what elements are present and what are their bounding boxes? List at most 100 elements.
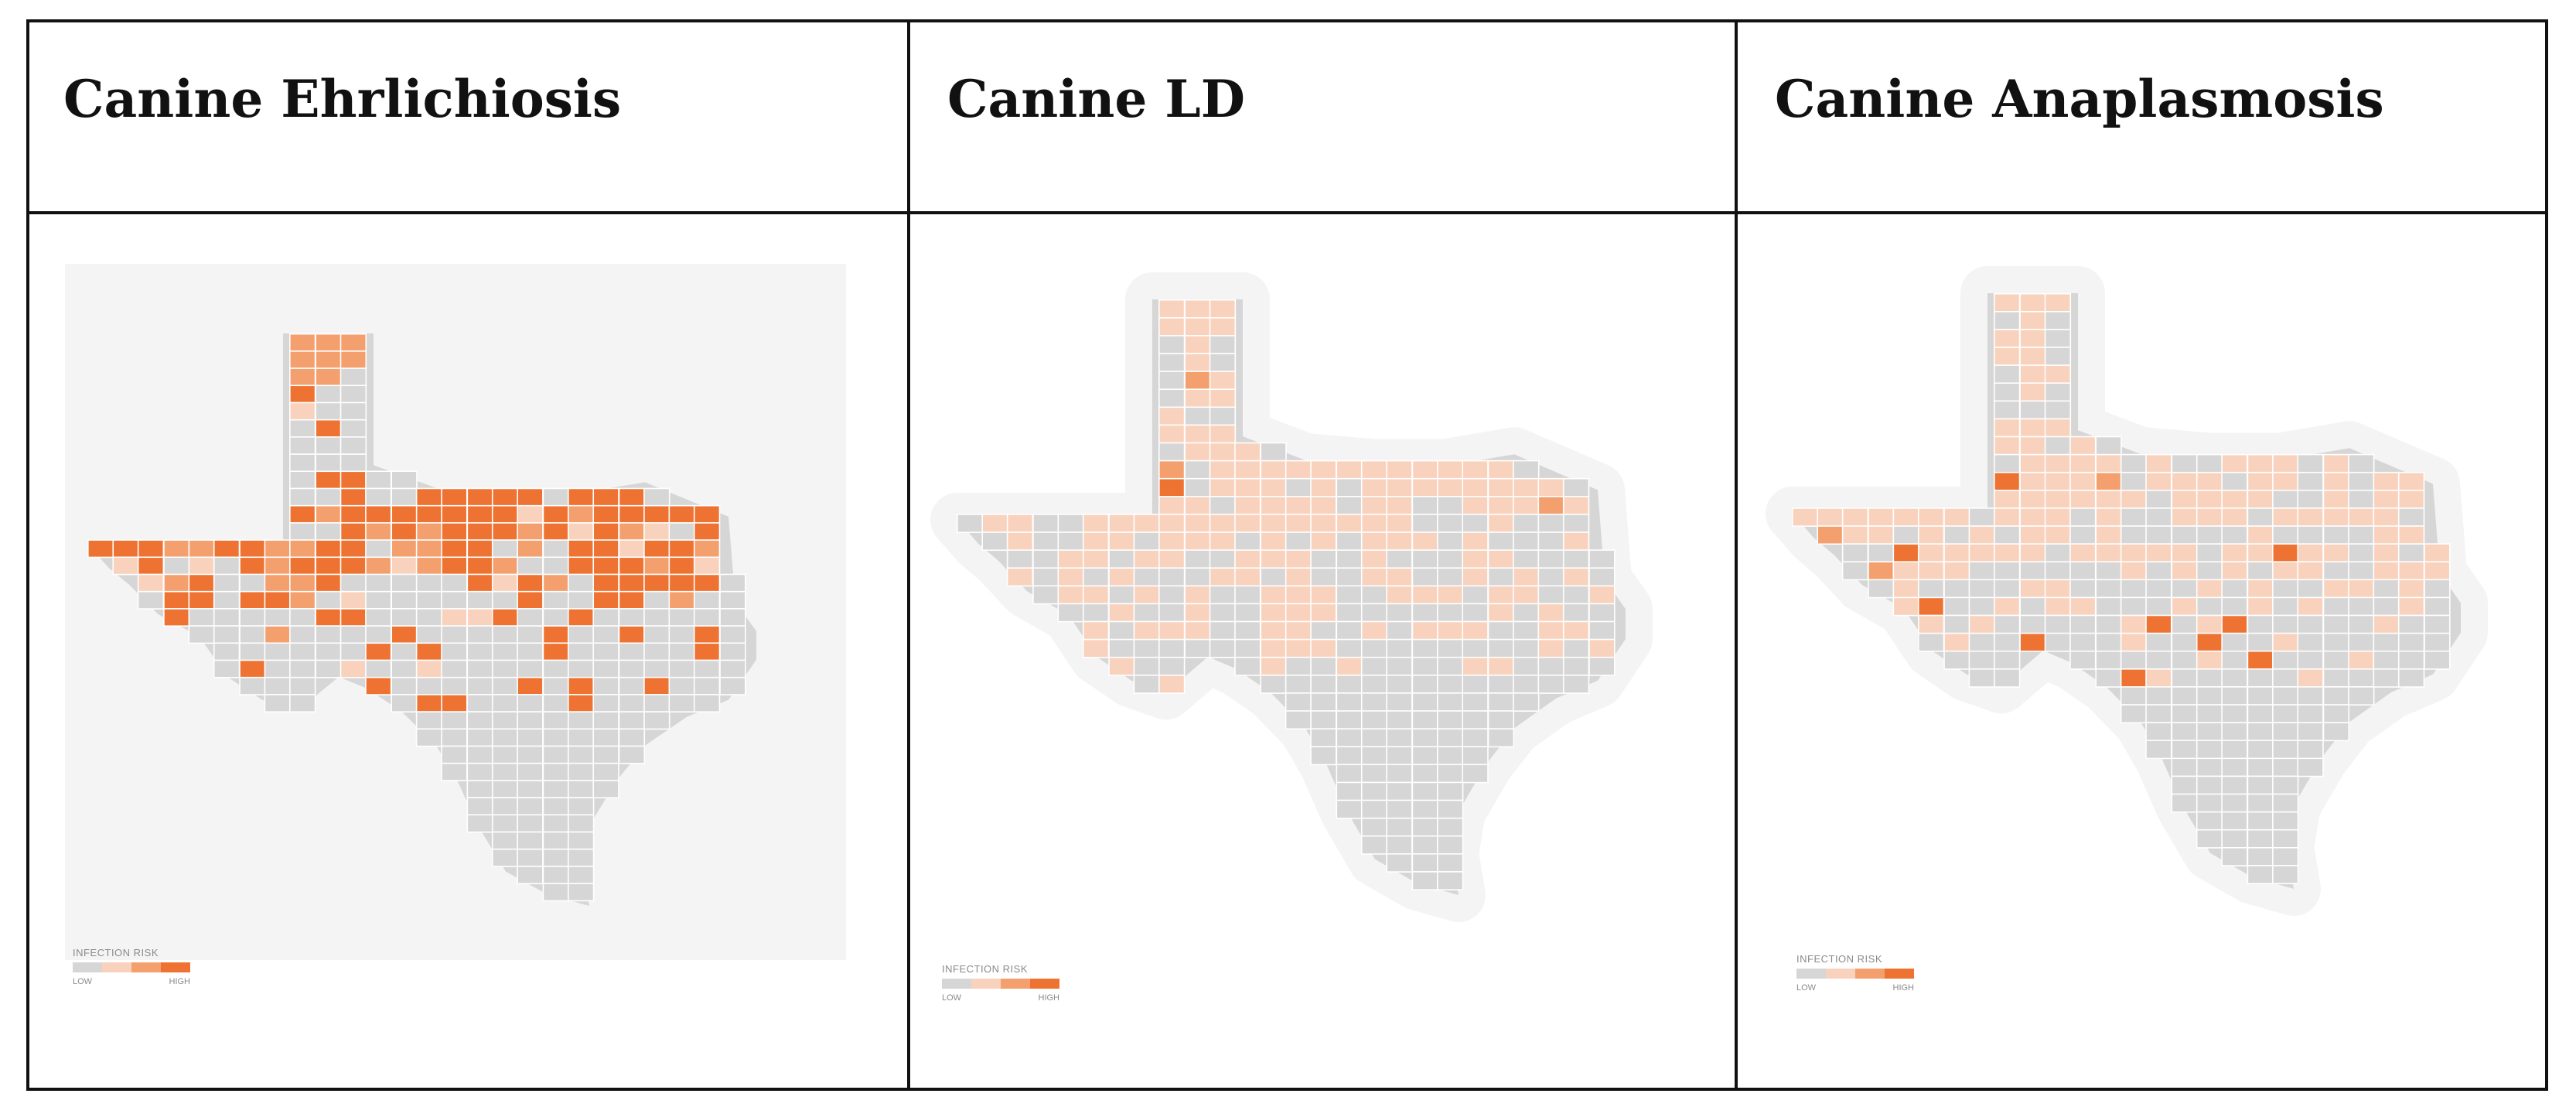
county-cell — [188, 539, 215, 559]
county-cell — [1133, 603, 1160, 623]
county-cell — [1562, 603, 1590, 623]
county-cell — [1994, 614, 2021, 634]
county-cell — [1184, 388, 1211, 408]
county-cell — [1032, 514, 1059, 533]
county-cell — [517, 797, 544, 816]
county-cell — [2348, 596, 2375, 617]
county-cell — [1209, 335, 1237, 354]
county-cell — [1158, 531, 1186, 552]
county-cell — [391, 608, 418, 627]
county-cell — [315, 590, 342, 610]
county-cell — [643, 694, 670, 713]
county-cell — [2044, 561, 2072, 581]
county-cell — [592, 522, 619, 542]
county-cell — [441, 625, 468, 644]
county-cell — [466, 504, 493, 524]
county-cell — [1082, 514, 1110, 533]
county-cell — [1360, 495, 1388, 515]
county-cell — [2247, 865, 2274, 884]
county-cell — [517, 539, 544, 559]
county-cell — [2019, 579, 2046, 599]
county-cell — [1209, 603, 1237, 623]
county-cell — [2196, 722, 2223, 742]
county-cell — [1234, 567, 1261, 587]
county-cell — [568, 539, 595, 559]
county-cell — [517, 642, 544, 661]
county-cell — [1336, 692, 1363, 712]
county-cell — [1360, 549, 1388, 569]
county-cell — [1437, 495, 1464, 515]
county-cell — [491, 831, 519, 850]
county-cell — [2247, 811, 2274, 831]
county-cell — [1310, 656, 1337, 676]
county-cell — [2069, 453, 2097, 473]
county-cell — [491, 676, 519, 695]
county-cell — [2272, 829, 2299, 849]
county-cell — [2196, 632, 2223, 652]
county-cell — [1310, 638, 1337, 658]
county-cell — [517, 556, 544, 576]
county-cell — [542, 556, 569, 576]
county-cell — [441, 642, 468, 661]
county-cell — [1892, 561, 1919, 581]
county-cell — [1310, 477, 1337, 497]
county-cell — [239, 539, 266, 559]
county-cell — [668, 694, 695, 713]
county-cell — [2095, 561, 2122, 581]
county-cell — [1462, 728, 1489, 748]
county-cell — [2297, 489, 2324, 509]
county-cell — [1184, 567, 1211, 587]
county-cell — [1285, 603, 1312, 623]
county-cell — [315, 539, 342, 559]
county-cell — [1513, 460, 1540, 480]
ld-map: INFECTION RISK LOW HIGH — [919, 268, 1731, 1011]
county-cell — [542, 831, 569, 850]
county-cell — [2221, 489, 2248, 509]
county-cell — [1386, 817, 1413, 837]
county-cell — [1437, 603, 1464, 623]
county-cell — [1943, 650, 1970, 670]
county-cell — [391, 659, 418, 678]
county-cell — [188, 625, 215, 644]
county-cell — [1994, 525, 2021, 545]
county-cell — [568, 676, 595, 695]
county-cell — [1234, 531, 1261, 552]
county-cell — [2373, 579, 2400, 599]
county-cell — [2145, 650, 2172, 670]
county-cell — [1336, 638, 1363, 658]
county-cell — [1943, 579, 1970, 599]
county-cell — [264, 694, 291, 713]
county-cell — [1310, 710, 1337, 730]
county-cell — [1336, 603, 1363, 623]
county-cell — [1411, 603, 1438, 623]
county-cell — [2322, 471, 2350, 491]
county-cell — [466, 625, 493, 644]
county-cell — [2171, 668, 2198, 688]
county-cell — [592, 728, 619, 747]
legend-swatch — [942, 979, 971, 989]
county-cell — [542, 487, 569, 507]
county-cell — [568, 780, 595, 799]
county-cell — [1588, 603, 1616, 623]
legend-low-label: LOW — [942, 993, 962, 1003]
county-cell — [213, 659, 241, 678]
county-cell — [1360, 746, 1388, 766]
county-cell — [2196, 686, 2223, 706]
county-cell — [1462, 710, 1489, 730]
county-cell — [365, 659, 392, 678]
county-cell — [1537, 638, 1564, 658]
county-cell — [1513, 514, 1540, 533]
county-cell — [2297, 453, 2324, 473]
county-cell — [2424, 596, 2451, 617]
county-cell — [1285, 495, 1312, 515]
county-cell — [415, 556, 443, 576]
county-cell — [315, 522, 342, 542]
county-cell — [239, 556, 266, 576]
county-cell — [264, 659, 291, 678]
county-cell — [1562, 674, 1590, 694]
county-cell — [1184, 442, 1211, 462]
county-cell — [1437, 871, 1464, 890]
county-cell — [1285, 549, 1312, 569]
county-cell — [264, 539, 291, 559]
county-cell — [1158, 299, 1186, 319]
